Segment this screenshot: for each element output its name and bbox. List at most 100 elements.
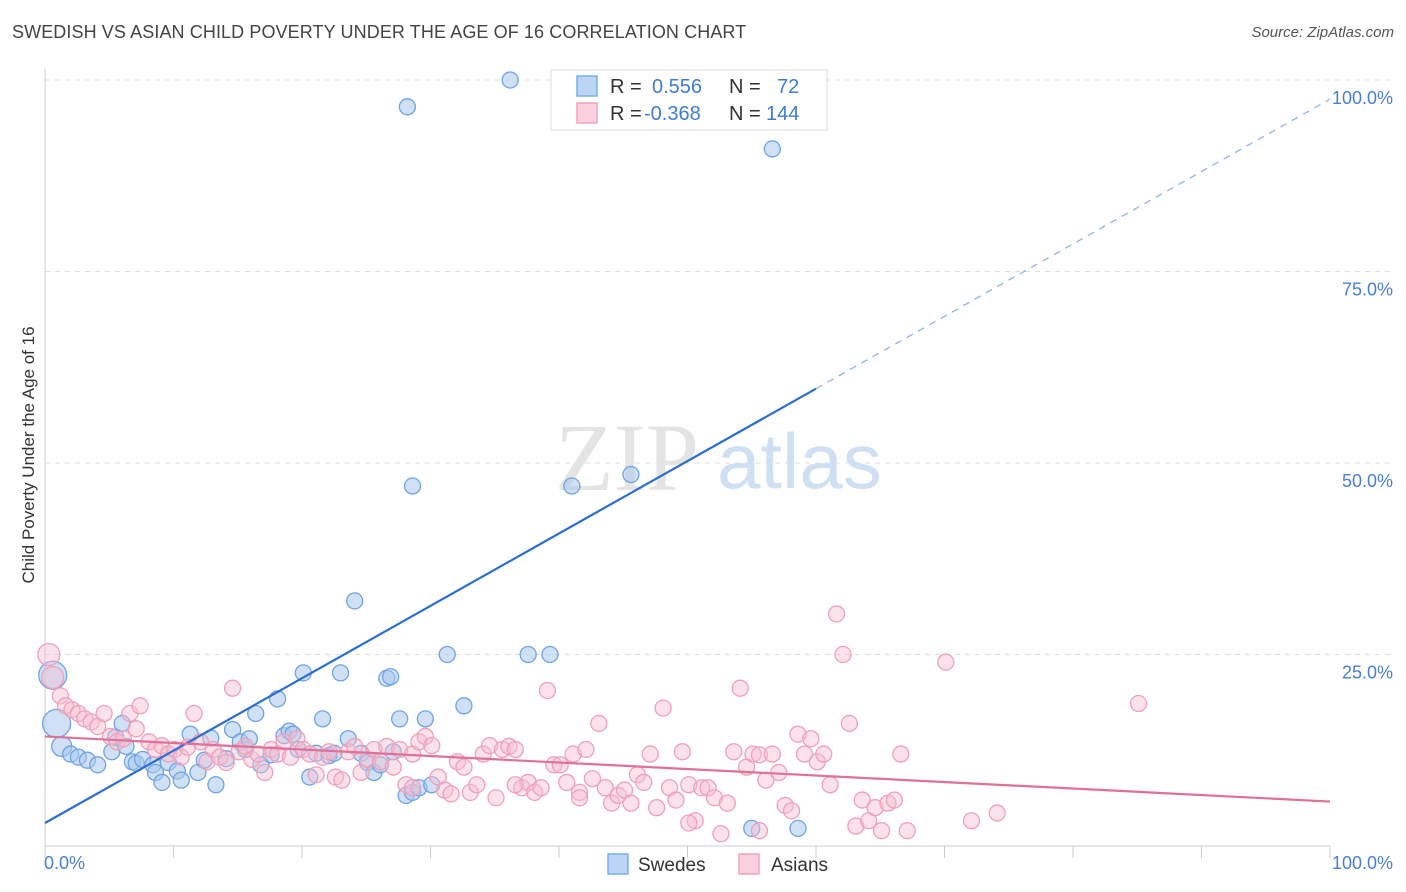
asians-point-73 (506, 740, 524, 759)
swedes-point-64 (763, 140, 781, 158)
swedes-bottom-label: Swedes (638, 855, 706, 876)
asians-point-126 (847, 817, 865, 835)
asians-point-138 (1129, 694, 1148, 713)
source-label: Source: ZipAtlas.com (1251, 24, 1394, 41)
asians-point-111 (750, 746, 769, 764)
grid-lines (45, 79, 1392, 655)
asians-point-104 (705, 789, 724, 807)
asians-point-123 (827, 605, 846, 623)
asians-point-78 (538, 681, 557, 700)
watermark-zip: ZIP (555, 404, 699, 511)
asians-point-127 (853, 791, 871, 809)
tick-labels: 100.0% 75.0% 50.0% 25.0% 0.0% 100.0% (44, 88, 1393, 873)
swedes-point-73 (789, 819, 807, 838)
asians-point-140 (506, 776, 524, 794)
asians-point-96 (654, 699, 672, 717)
asians-point-46 (333, 771, 351, 789)
asians-point-118 (795, 745, 814, 763)
asians-point-135 (937, 653, 955, 671)
asians-point-129 (866, 799, 884, 817)
asians-n-label: N = (729, 103, 761, 125)
asians-point-108 (731, 679, 749, 697)
asians-point-23 (185, 704, 203, 723)
asians-point-14 (127, 720, 145, 738)
asians-point-67 (468, 776, 486, 794)
asians-point-105 (712, 825, 730, 843)
swedes-r-value: 0.556 (652, 76, 702, 98)
swedes-point-33 (268, 690, 287, 708)
asians-point-54 (384, 758, 402, 776)
asians-point-12 (114, 730, 133, 748)
swedes-point-65 (403, 477, 422, 495)
swedes-n-value: 72 (777, 76, 799, 98)
asians-point-110 (744, 745, 762, 763)
asians-point-50 (358, 750, 377, 769)
asians-point-15 (131, 697, 149, 715)
trend-lines (44, 98, 1331, 824)
asians-point-93 (635, 773, 653, 792)
asians-point-0 (37, 642, 61, 667)
asians-trend-line (44, 735, 1331, 803)
asians-points (37, 605, 1148, 843)
asians-point-139 (403, 779, 422, 797)
asians-point-80 (551, 756, 569, 774)
asians-point-60 (423, 737, 441, 755)
swedes-point-52 (382, 668, 400, 686)
y-tick-label-1: 75.0% (1342, 280, 1393, 300)
x-tick-label-1: 100.0% (1332, 853, 1393, 873)
swedes-point-24 (207, 776, 225, 794)
asians-point-1 (41, 665, 65, 690)
asians-point-86 (590, 714, 608, 733)
asians-point-98 (667, 791, 685, 809)
asians-point-69 (480, 737, 499, 755)
swedes-trend-extension (815, 98, 1331, 390)
asians-point-42 (307, 766, 325, 784)
asians-n-value: 144 (766, 103, 799, 125)
swedes-bottom-swatch (607, 853, 629, 875)
asians-point-116 (782, 802, 801, 820)
asians-point-141 (570, 789, 589, 807)
asians-point-9 (95, 704, 113, 723)
asians-point-95 (648, 799, 666, 817)
asians-point-82 (564, 745, 582, 763)
y-tick-label-2: 50.0% (1342, 471, 1393, 491)
y-tick-label-3: 25.0% (1342, 663, 1393, 683)
asians-point-99 (673, 743, 692, 761)
asians-point-132 (885, 791, 904, 809)
asians-point-142 (680, 814, 698, 832)
asians-point-77 (532, 779, 550, 797)
asians-point-103 (699, 779, 717, 797)
asians-point-39 (288, 730, 306, 748)
asians-point-81 (558, 773, 576, 792)
asians-point-106 (718, 794, 736, 812)
asians-point-34 (256, 763, 274, 782)
swedes-point-6 (89, 756, 107, 774)
asians-point-122 (821, 776, 839, 794)
asians-point-100 (680, 776, 698, 794)
asians-point-124 (834, 645, 852, 664)
asians-bottom-label: Asians (771, 855, 828, 876)
asians-point-85 (583, 769, 602, 788)
swedes-point-67 (622, 465, 640, 484)
asians-point-130 (872, 822, 891, 840)
asians-point-63 (442, 785, 460, 803)
asians-point-87 (596, 779, 614, 797)
asians-point-21 (172, 748, 190, 766)
swedes-point-58 (416, 710, 435, 728)
asians-point-84 (577, 740, 595, 759)
asians-point-48 (346, 737, 364, 756)
asians-point-125 (840, 714, 859, 733)
asians-point-119 (802, 730, 820, 748)
asians-legend-swatch (576, 102, 598, 124)
y-axis-label: Child Poverty Under the Age of 16 (19, 326, 38, 583)
swedes-r-label: R = (610, 76, 642, 98)
asians-point-65 (455, 758, 473, 776)
asians-point-143 (750, 822, 769, 840)
swedes-point-26 (223, 720, 242, 739)
asians-point-37 (275, 733, 293, 751)
asians-point-133 (892, 745, 910, 763)
swedes-point-41 (313, 710, 332, 728)
swedes-point-54 (391, 710, 409, 728)
asians-point-137 (988, 804, 1006, 822)
swedes-point-19 (172, 771, 190, 789)
